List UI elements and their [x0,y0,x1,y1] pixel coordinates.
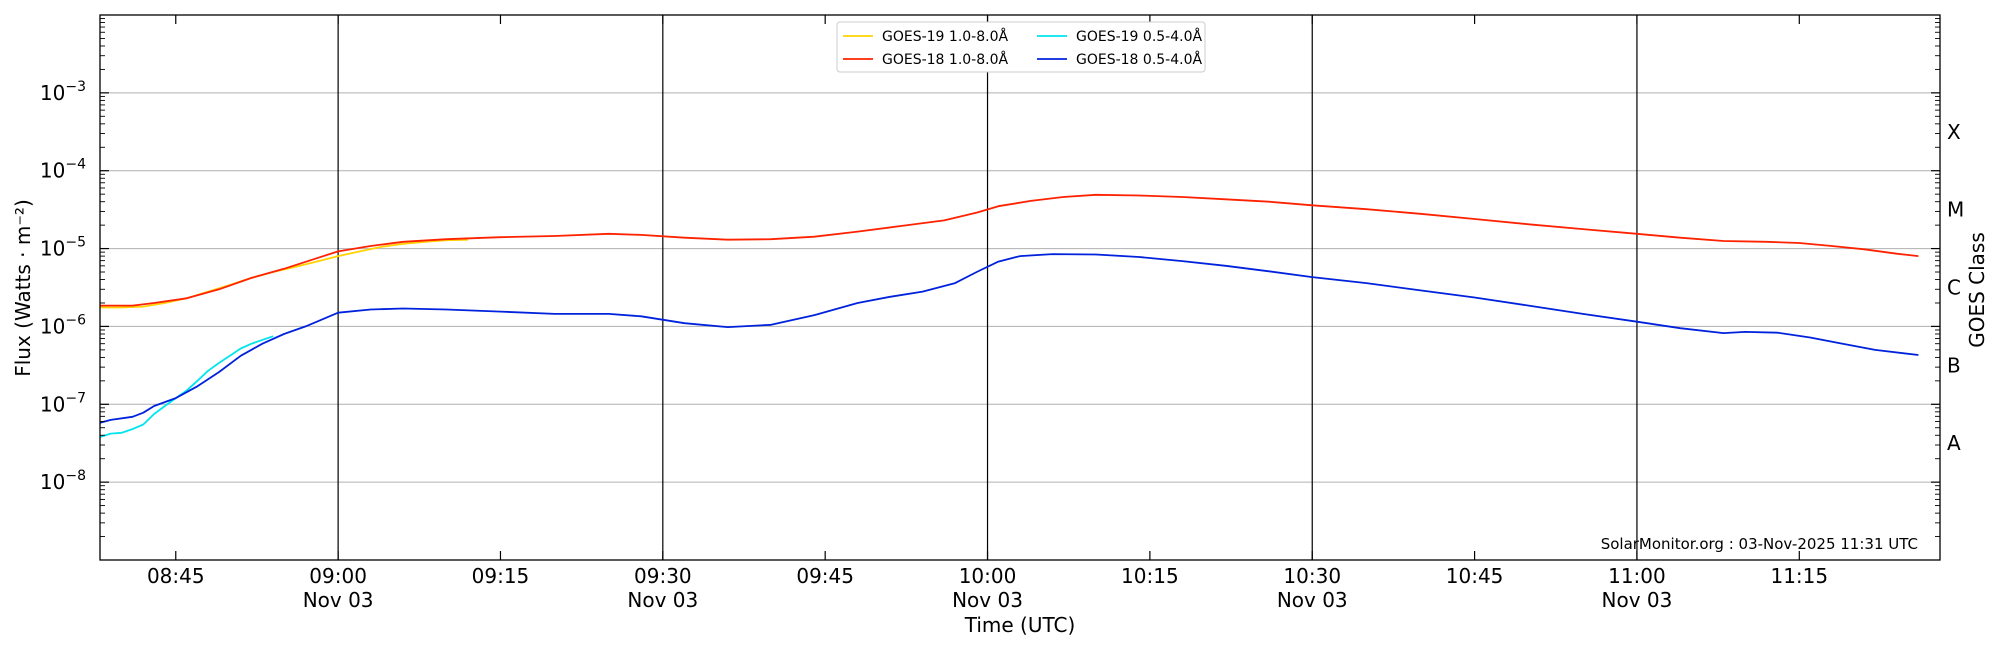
y2-axis-title: GOES Class [1965,232,1989,348]
goes-class-label: M [1947,198,1964,222]
goes-class-label: X [1947,120,1961,144]
y-tick-label: 10−4 [40,157,86,183]
x-tick-label: 10:30 [1283,564,1341,588]
y-tick-label: 10−7 [40,390,86,416]
x-tick-label: 09:30 [634,564,692,588]
x-tick-date: Nov 03 [952,588,1023,612]
grid-layer [100,15,1940,560]
watermark-text: SolarMonitor.org : 03-Nov-2025 11:31 UTC [1601,535,1918,553]
x-tick-label: 09:45 [796,564,854,588]
goes-class-label: C [1947,276,1961,300]
series-layer [99,193,1919,438]
x-tick-label: 09:00 [309,564,367,588]
x-tick-label: 10:45 [1446,564,1504,588]
x-tick-label: 11:15 [1770,564,1828,588]
x-axis-title: Time (UTC) [964,613,1076,637]
x-tick-label: 09:15 [472,564,530,588]
legend-label: GOES-19 0.5-4.0Å [1076,28,1202,45]
legend-label: GOES-19 1.0-8.0Å [882,28,1008,45]
legend-box [836,21,1206,73]
y-tick-label: 10−3 [40,79,86,105]
x-tick-date: Nov 03 [1277,588,1348,612]
goes-class-labels: X M C B A [1947,120,1964,455]
y-tick-label: 10−5 [40,235,86,261]
y-tick-labels: 10−3 10−4 10−5 10−6 10−7 10−8 [40,79,86,494]
x-tick-label: 08:45 [147,564,205,588]
legend-label: GOES-18 0.5-4.0Å [1076,51,1202,68]
plot-frame [99,14,1941,561]
y-tick-label: 10−6 [40,312,86,338]
legend: GOES-19 1.0-8.0Å GOES-18 1.0-8.0Å GOES-19 … [836,21,1206,73]
x-tick-label: 10:15 [1121,564,1179,588]
series-line [99,253,1919,424]
x-tick-date: Nov 03 [1602,588,1673,612]
goes-class-label: B [1947,353,1961,377]
tick-layer [100,15,1940,560]
goes-class-label: A [1947,431,1961,455]
series-line [100,193,1919,307]
legend-label: GOES-18 1.0-8.0Å [882,51,1008,68]
x-tick-date: Nov 03 [627,588,698,612]
y-tick-label: 10−8 [40,468,86,494]
legend-items: GOES-19 1.0-8.0Å GOES-18 1.0-8.0Å GOES-19 … [843,28,1202,68]
x-tick-label: 11:00 [1608,564,1666,588]
x-tick-label: 10:00 [959,564,1017,588]
y-axis-title: Flux (Watts · m⁻²) [11,199,35,377]
x-tick-date: Nov 03 [303,588,374,612]
